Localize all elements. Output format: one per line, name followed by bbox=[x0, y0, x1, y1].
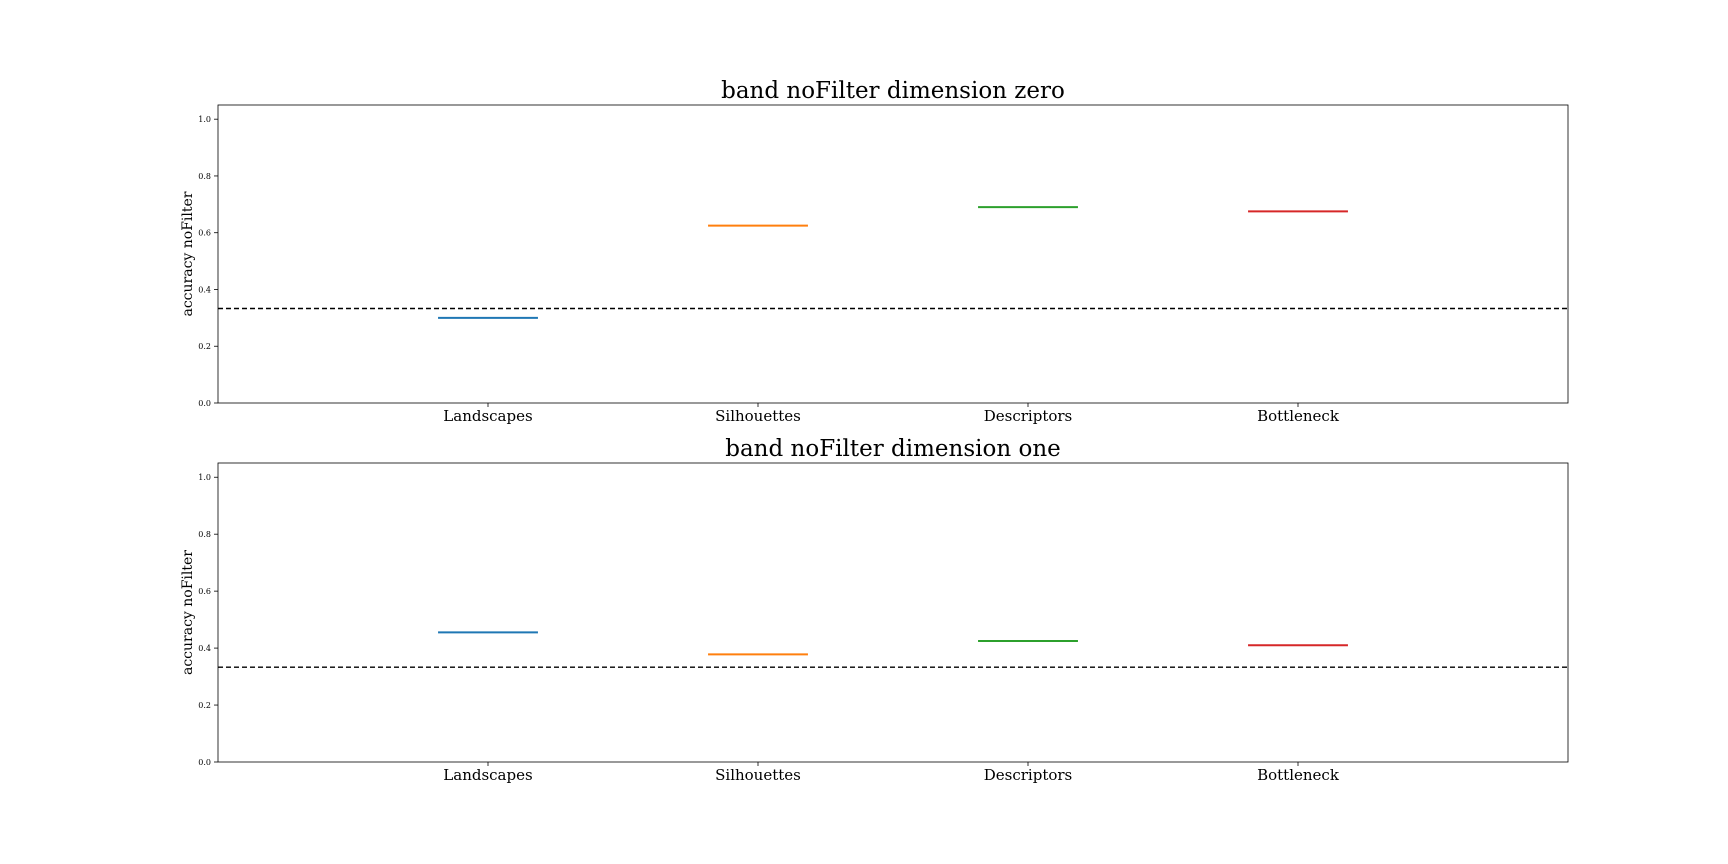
plot-marks bbox=[214, 462, 1569, 766]
subplot-dimension-one: band noFilter dimension one accuracy noF… bbox=[180, 436, 1569, 784]
y-tick-label: 0.8 bbox=[198, 172, 211, 181]
y-tick-label: 0.0 bbox=[198, 399, 211, 408]
x-tick-label: Bottleneck bbox=[1257, 766, 1340, 784]
axes-frame bbox=[217, 462, 1569, 763]
y-axis-label: accuracy noFilter bbox=[180, 191, 196, 316]
x-tick-label: Silhouettes bbox=[715, 407, 801, 425]
x-tick-label: Bottleneck bbox=[1257, 407, 1340, 425]
x-tick-label: Landscapes bbox=[443, 766, 532, 784]
y-tick-labels: 0.0 0.2 0.4 0.6 0.8 1.0 bbox=[198, 473, 211, 767]
chart-title: band noFilter dimension zero bbox=[721, 78, 1065, 104]
axes-frame bbox=[217, 104, 1569, 404]
y-axis-label: accuracy noFilter bbox=[180, 550, 196, 675]
y-tick-labels: 0.0 0.2 0.4 0.6 0.8 1.0 bbox=[198, 115, 211, 408]
x-tick-label: Descriptors bbox=[984, 407, 1073, 425]
x-tick-labels: Landscapes Silhouettes Descriptors Bottl… bbox=[443, 407, 1340, 425]
y-tick-label: 0.6 bbox=[198, 587, 211, 596]
y-tick-label: 0.4 bbox=[198, 285, 211, 294]
y-tick-label: 0.4 bbox=[198, 644, 211, 653]
x-tick-label: Silhouettes bbox=[715, 766, 801, 784]
y-tick-label: 1.0 bbox=[198, 473, 211, 482]
x-tick-label: Descriptors bbox=[984, 766, 1073, 784]
y-tick-label: 0.8 bbox=[198, 530, 211, 539]
y-tick-label: 1.0 bbox=[198, 115, 211, 124]
y-tick-label: 0.0 bbox=[198, 758, 211, 767]
chart-title: band noFilter dimension one bbox=[725, 436, 1061, 462]
y-tick-label: 0.2 bbox=[198, 701, 211, 710]
y-tick-label: 0.6 bbox=[198, 229, 211, 238]
y-tick-label: 0.2 bbox=[198, 342, 211, 351]
x-tick-labels: Landscapes Silhouettes Descriptors Bottl… bbox=[443, 766, 1340, 784]
plot-marks bbox=[214, 104, 1569, 407]
subplot-dimension-zero: band noFilter dimension zero accuracy no… bbox=[180, 78, 1569, 425]
x-tick-label: Landscapes bbox=[443, 407, 532, 425]
